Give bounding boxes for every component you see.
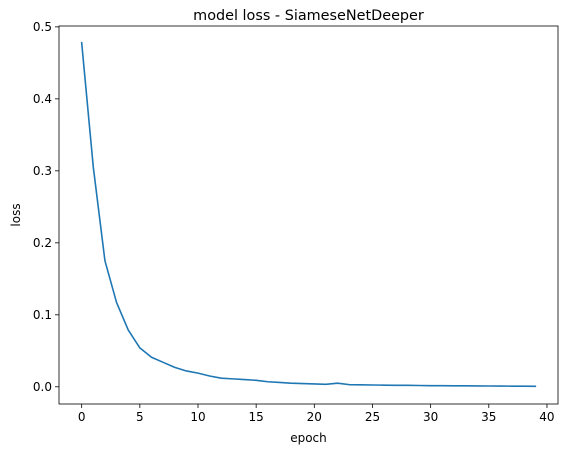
- y-tick-label: 0.3: [33, 164, 52, 178]
- series-line-0: [80, 41, 537, 388]
- x-tick-label: 20: [307, 410, 322, 424]
- y-axis-ticks: 0.0 0.1 0.2 0.3 0.4 0.5: [33, 20, 59, 394]
- y-tick-label: 0.2: [33, 236, 52, 250]
- y-tick-label: 0.0: [33, 380, 52, 394]
- x-tick-label: 5: [136, 410, 144, 424]
- x-tick-label: 35: [481, 410, 496, 424]
- x-tick-label: 10: [190, 410, 205, 424]
- x-tick-label: 15: [249, 410, 264, 424]
- y-tick-label: 0.5: [33, 20, 52, 34]
- x-axis-label: epoch: [290, 431, 327, 445]
- x-axis-ticks: 0 5 10 15 20 25 30 35 40: [78, 404, 555, 424]
- x-tick-label: 0: [78, 410, 86, 424]
- y-tick-label: 0.4: [33, 92, 52, 106]
- x-tick-label: 30: [423, 410, 438, 424]
- chart-title: model loss - SiameseNetDeeper: [193, 8, 424, 24]
- plot-frame: [58, 25, 559, 405]
- x-tick-label: 25: [365, 410, 380, 424]
- y-tick-label: 0.1: [33, 308, 52, 322]
- x-tick-label: 40: [539, 410, 554, 424]
- y-axis-label: loss: [9, 203, 23, 226]
- plot-area: [58, 25, 559, 405]
